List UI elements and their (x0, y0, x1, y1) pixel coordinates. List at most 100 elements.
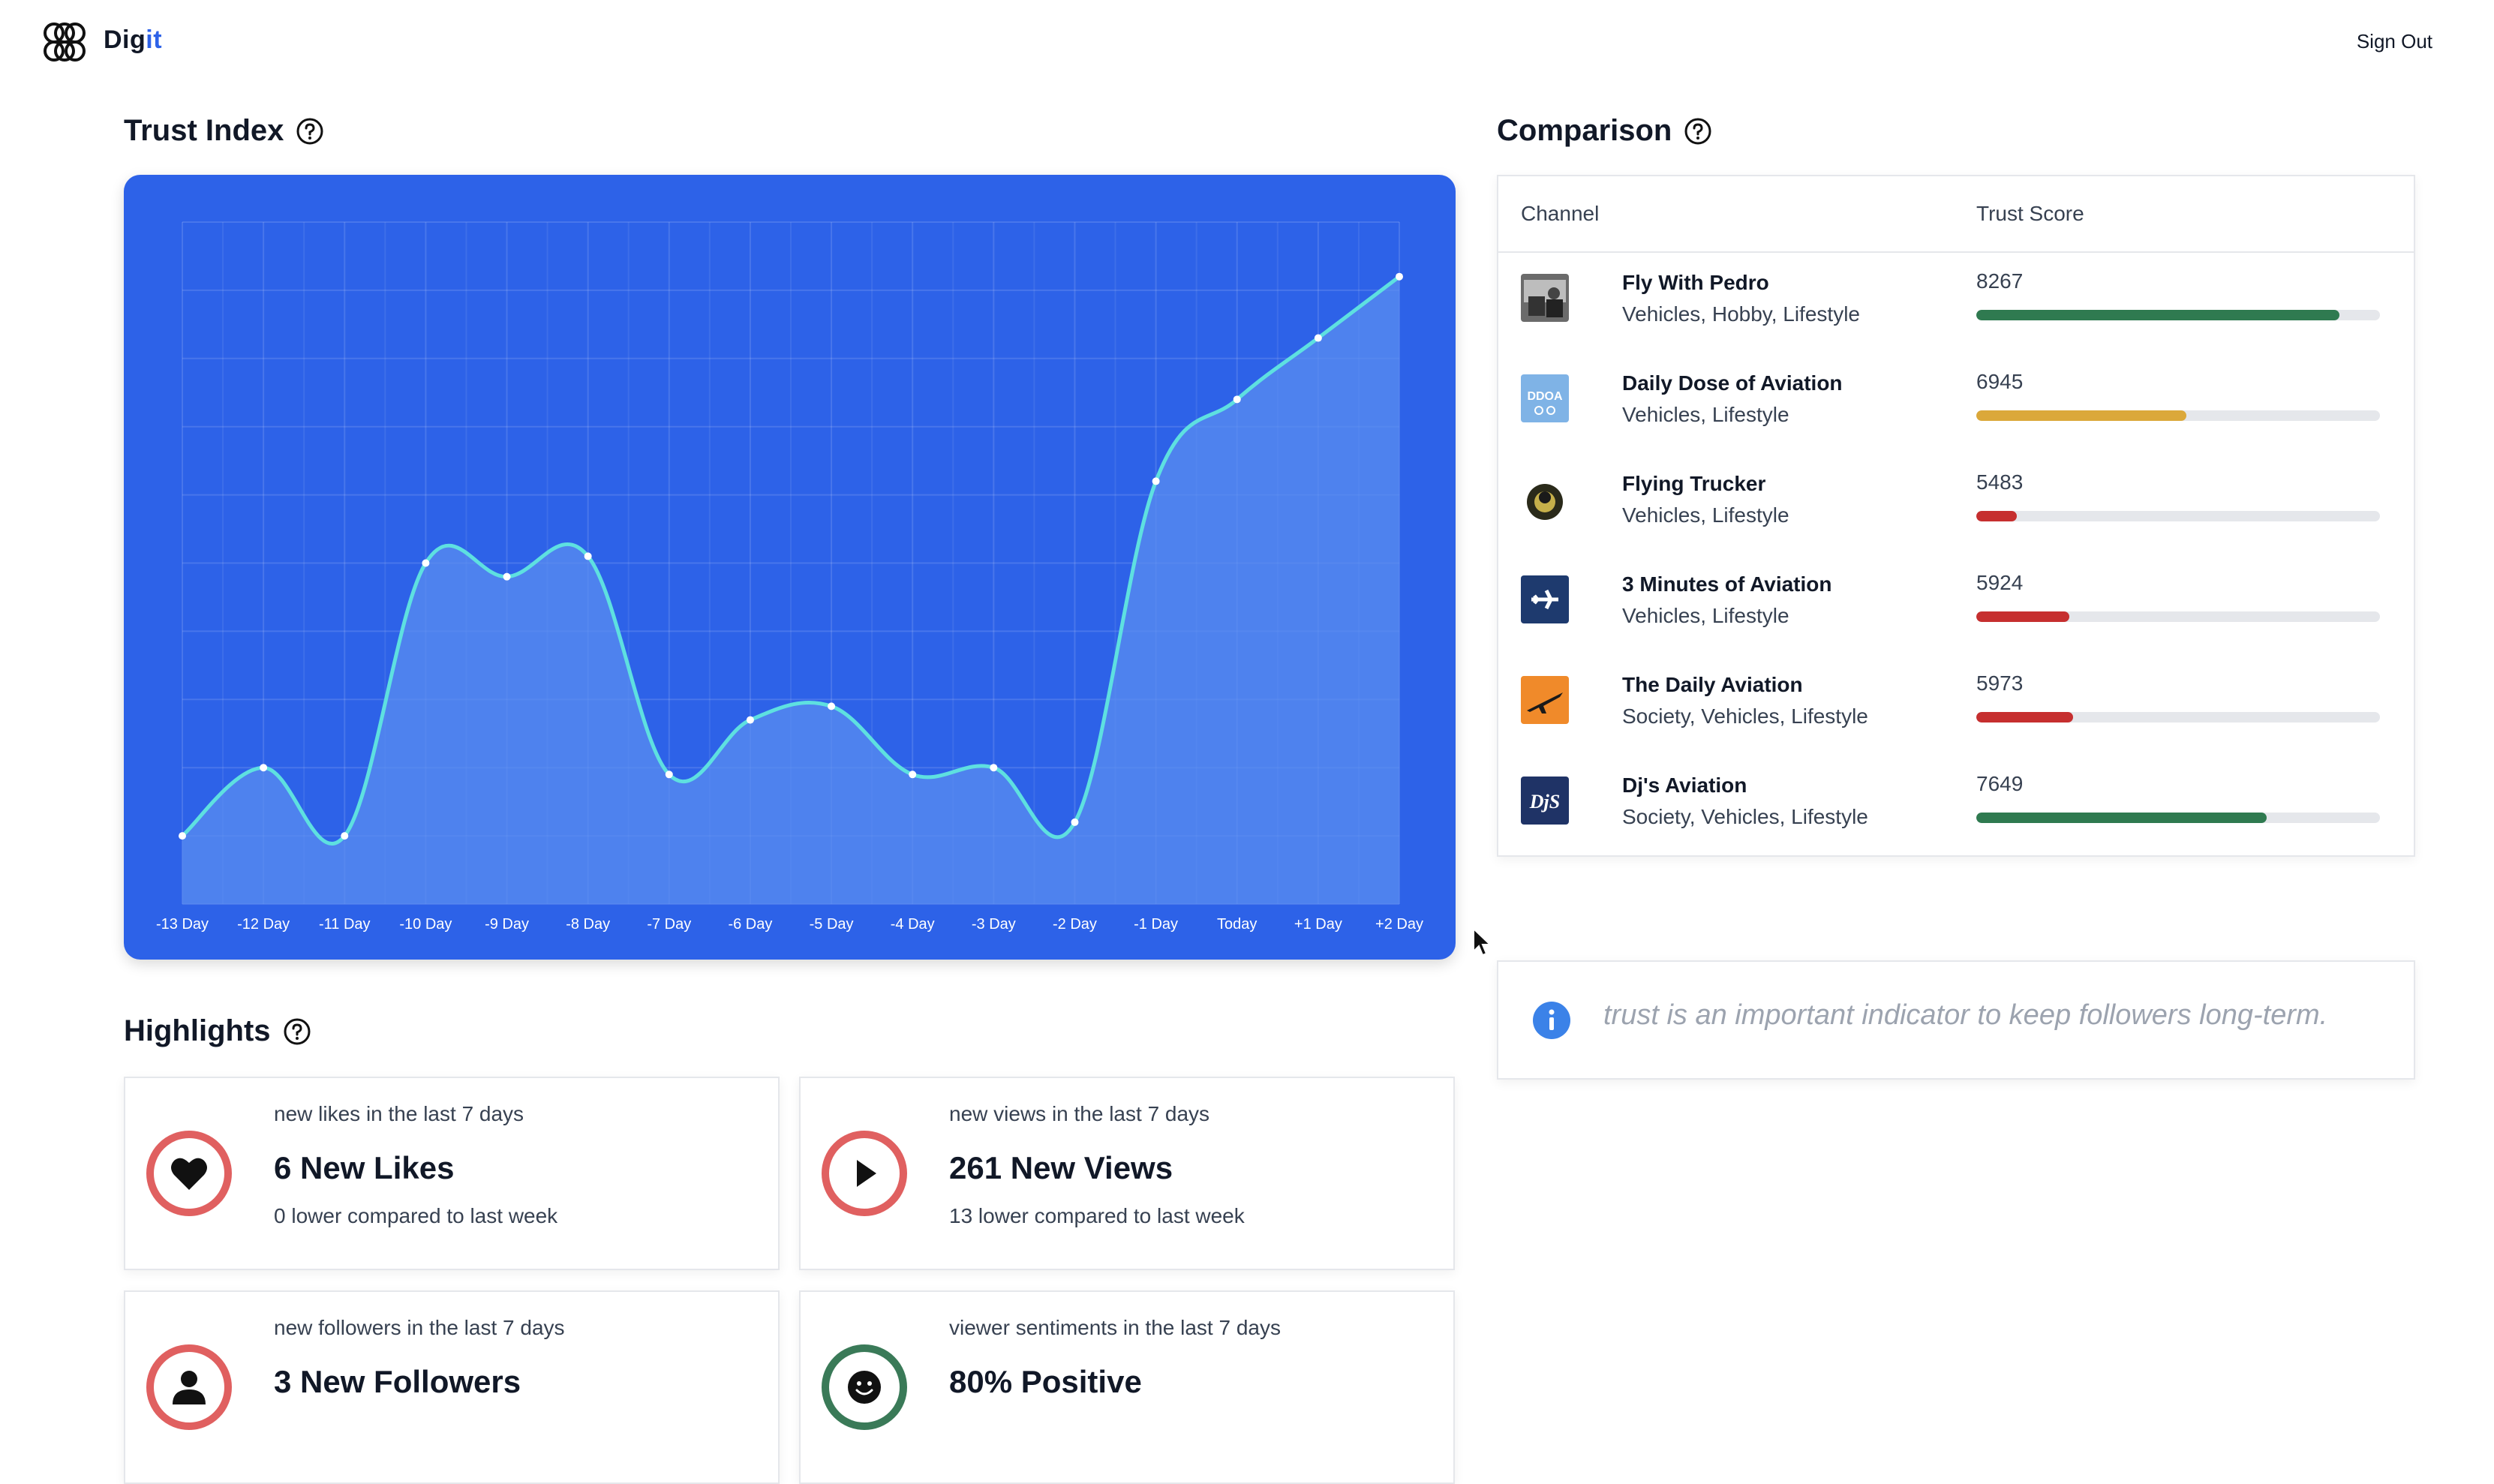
channel-name[interactable]: Fly With Pedro (1622, 271, 1769, 294)
chart-point (1233, 395, 1241, 404)
sign-out-link[interactable]: Sign Out (2356, 30, 2432, 53)
highlight-subtitle: new likes in the last 7 days (274, 1102, 524, 1125)
play-icon-ring (822, 1131, 907, 1216)
chart-point (422, 559, 430, 567)
comparison-heading: Comparison (1497, 114, 1712, 148)
highlights-heading: Highlights (124, 1014, 311, 1048)
highlight-subtitle: new followers in the last 7 days (274, 1316, 565, 1339)
channel-categories: Vehicles, Lifestyle (1622, 604, 1789, 627)
heart-icon-ring (146, 1131, 232, 1216)
x-tick-label: -7 Day (647, 916, 691, 933)
smiley-icon (848, 1371, 881, 1404)
chart-point (909, 771, 917, 779)
trust-score-bar-fill (1976, 611, 2069, 622)
x-tick-label: Today (1217, 916, 1257, 933)
help-icon[interactable] (283, 1017, 311, 1046)
table-row[interactable]: DjS Dj's Aviation Society, Vehicles, Lifes… (1498, 754, 2414, 855)
chart-point (990, 764, 998, 772)
channel-categories: Vehicles, Lifestyle (1622, 403, 1789, 426)
chart-point (584, 552, 592, 560)
table-row[interactable]: Flying Trucker Vehicles, Lifestyle 5483 (1498, 452, 2414, 553)
brand-prefix: Dig (104, 26, 146, 54)
trust-score-bar (1976, 310, 2380, 320)
brand-name[interactable]: Digit (104, 26, 162, 55)
trust-index-heading: Trust Index (124, 114, 324, 148)
channel-categories: Vehicles, Hobby, Lifestyle (1622, 302, 1860, 326)
x-tick-label: -1 Day (1134, 916, 1178, 933)
channel-thumbnail[interactable] (1521, 274, 1569, 322)
x-tick-label: -13 Day (156, 916, 209, 933)
highlight-card-views: new views in the last 7 days 261 New Vie… (799, 1077, 1455, 1270)
x-tick-label: -11 Day (319, 916, 371, 933)
table-row[interactable]: DDOA Daily Dose of Aviation Vehicles, Life… (1498, 352, 2414, 452)
channel-categories: Society, Vehicles, Lifestyle (1622, 704, 1868, 728)
play-icon (857, 1160, 876, 1187)
x-tick-label: -6 Day (728, 916, 772, 933)
highlight-value: 6 New Likes (274, 1150, 455, 1185)
help-icon[interactable] (296, 117, 324, 146)
x-tick-label: -5 Day (810, 916, 854, 933)
trust-score-bar (1976, 511, 2380, 521)
info-banner: trust is an important indicator to keep … (1497, 960, 2415, 1080)
chart-point (665, 771, 673, 779)
chart-point (1152, 477, 1160, 485)
person-icon (173, 1371, 206, 1404)
x-tick-label: -12 Day (237, 916, 290, 933)
trust-score-bar-fill (1976, 310, 2340, 320)
trust-score-value: 5483 (1976, 470, 2024, 494)
person-icon-ring (146, 1344, 232, 1430)
chart-area-fill (182, 276, 1399, 905)
highlight-value: 80% Positive (949, 1364, 1142, 1399)
trust-score-value: 6945 (1976, 370, 2024, 393)
logo-icon[interactable] (41, 21, 89, 63)
mouse-cursor-icon (1473, 927, 1492, 957)
table-row[interactable]: The Daily Aviation Society, Vehicles, Lif… (1498, 653, 2414, 754)
chart-point (1314, 334, 1322, 342)
x-tick-label: -3 Day (972, 916, 1016, 933)
table-row[interactable]: 3 Minutes of Aviation Vehicles, Lifestyle… (1498, 553, 2414, 653)
table-header: Channel Trust Score (1498, 176, 2414, 253)
highlight-card-followers: new followers in the last 7 days 3 New F… (124, 1290, 780, 1484)
column-header-channel: Channel (1521, 202, 1600, 225)
chart-point (260, 764, 268, 772)
trust-score-value: 8267 (1976, 269, 2024, 293)
channel-name[interactable]: The Daily Aviation (1622, 673, 1803, 696)
x-tick-label: -4 Day (891, 916, 935, 933)
trust-score-bar (1976, 611, 2380, 622)
channel-name[interactable]: 3 Minutes of Aviation (1622, 572, 1832, 596)
chart-point (341, 832, 349, 840)
info-icon (1533, 1002, 1570, 1039)
channel-thumbnail[interactable] (1521, 475, 1569, 523)
trust-score-value: 5973 (1976, 671, 2024, 695)
trust-score-bar-fill (1976, 410, 2186, 421)
highlight-value: 3 New Followers (274, 1364, 521, 1399)
channel-name[interactable]: Dj's Aviation (1622, 774, 1747, 797)
highlight-card-sentiment: viewer sentiments in the last 7 days 80%… (799, 1290, 1455, 1484)
trust-index-title: Trust Index (124, 114, 284, 147)
highlight-card-likes: new likes in the last 7 days 6 New Likes… (124, 1077, 780, 1270)
brand-accent: it (146, 26, 163, 54)
info-text: trust is an important indicator to keep … (1603, 999, 2328, 1031)
help-icon[interactable] (1684, 117, 1712, 146)
column-header-trust-score: Trust Score (1976, 202, 2084, 225)
trust-score-bar (1976, 410, 2380, 421)
trust-index-chart: -13 Day -12 Day -11 Day -10 Day -9 Day -8 Day… (124, 175, 1456, 960)
channel-name[interactable]: Daily Dose of Aviation (1622, 371, 1843, 395)
highlight-subtitle: viewer sentiments in the last 7 days (949, 1316, 1281, 1339)
channel-thumbnail[interactable]: DDOA (1521, 374, 1569, 422)
trust-score-value: 7649 (1976, 772, 2024, 795)
heart-icon (171, 1158, 207, 1190)
channel-thumbnail[interactable]: DjS (1521, 777, 1569, 825)
chart-point (1396, 272, 1403, 281)
comparison-title: Comparison (1497, 114, 1672, 147)
chart-point (746, 716, 754, 724)
channel-thumbnail[interactable] (1521, 575, 1569, 623)
trust-score-bar-fill (1976, 712, 2074, 722)
channel-name[interactable]: Flying Trucker (1622, 472, 1766, 495)
trust-score-bar (1976, 712, 2380, 722)
x-tick-label: -8 Day (566, 916, 610, 933)
highlight-value: 261 New Views (949, 1150, 1173, 1185)
channel-thumbnail[interactable] (1521, 676, 1569, 724)
chart-line (181, 275, 1401, 846)
table-row[interactable]: Fly With Pedro Vehicles, Hobby, Lifestyle… (1498, 251, 2414, 352)
